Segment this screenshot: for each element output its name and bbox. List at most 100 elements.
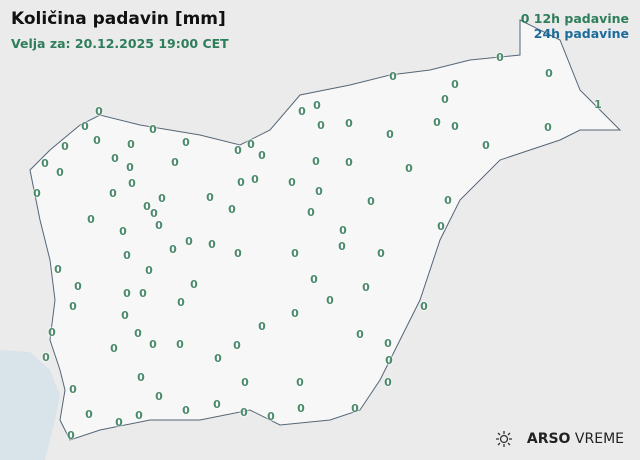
- station-value: 0: [544, 121, 552, 134]
- station-value: 0: [296, 376, 304, 389]
- sun-icon: [495, 431, 512, 447]
- legend-12h-label: 12h padavine: [533, 11, 629, 26]
- station-value: 0: [134, 327, 142, 340]
- valid-time: Velja za: 20.12.2025 19:00 CET: [11, 36, 229, 51]
- station-value: 0: [33, 187, 41, 200]
- station-value: 0: [338, 240, 346, 253]
- station-value: 0: [240, 406, 248, 419]
- station-value: 0: [237, 176, 245, 189]
- station-value: 0: [241, 376, 249, 389]
- legend-24h-label: 24h padavine: [533, 26, 629, 41]
- logo-brand: ARSO: [526, 431, 571, 447]
- station-value: 0: [317, 119, 325, 132]
- station-value: 0: [420, 300, 428, 313]
- station-value: 0: [384, 376, 392, 389]
- station-value: 0: [405, 162, 413, 175]
- station-value: 0: [95, 105, 103, 118]
- station-value: 0: [155, 390, 163, 403]
- station-value: 0: [139, 287, 147, 300]
- arso-logo: ARSO VREME: [495, 430, 624, 448]
- station-value: 0: [433, 116, 441, 129]
- station-value: 0: [87, 213, 95, 226]
- station-value: 0: [307, 206, 315, 219]
- station-value: 0: [158, 192, 166, 205]
- station-value: 0: [185, 235, 193, 248]
- station-value: 0: [177, 296, 185, 309]
- station-value: 0: [339, 224, 347, 237]
- logo-product: VREME: [574, 431, 624, 447]
- station-value: 0: [298, 105, 306, 118]
- station-value: 0: [69, 383, 77, 396]
- station-value: 0: [61, 140, 69, 153]
- station-value: 0: [326, 294, 334, 307]
- station-value: 0: [297, 402, 305, 415]
- station-value: 0: [389, 70, 397, 83]
- station-value: 0: [42, 351, 50, 364]
- station-value: 0: [115, 416, 123, 429]
- station-value: 0: [54, 263, 62, 276]
- station-value: 0: [176, 338, 184, 351]
- station-value: 0: [362, 281, 370, 294]
- station-value: 0: [213, 398, 221, 411]
- station-value: 0: [150, 207, 158, 220]
- station-value: 0: [384, 337, 392, 350]
- station-value: 0: [123, 249, 131, 262]
- station-value: 0: [385, 354, 393, 367]
- station-value: 0: [267, 410, 275, 423]
- station-value: 0: [356, 328, 364, 341]
- station-value: 0: [182, 136, 190, 149]
- station-value: 0: [119, 225, 127, 238]
- station-value: 0: [109, 187, 117, 200]
- station-value: 0: [128, 177, 136, 190]
- station-value: 0: [206, 191, 214, 204]
- station-value: 0: [234, 247, 242, 260]
- station-value: 0: [291, 247, 299, 260]
- station-value: 1: [594, 98, 602, 111]
- station-value: 0: [351, 402, 359, 415]
- station-value: 0: [345, 117, 353, 130]
- station-value: 0: [258, 149, 266, 162]
- station-value: 0: [127, 138, 135, 151]
- station-value: 0: [247, 138, 255, 151]
- sea: [0, 350, 60, 460]
- station-value: 0: [155, 219, 163, 232]
- station-value: 0: [182, 404, 190, 417]
- station-value: 0: [291, 307, 299, 320]
- station-value: 0: [85, 408, 93, 421]
- station-value: 0: [377, 247, 385, 260]
- station-value: 0: [386, 128, 394, 141]
- station-value: 0: [143, 200, 151, 213]
- station-value: 0: [315, 185, 323, 198]
- station-value: 0: [482, 139, 490, 152]
- station-value: 0: [437, 220, 445, 233]
- station-value: 0: [288, 176, 296, 189]
- station-value: 0: [126, 161, 134, 174]
- station-value: 0: [233, 339, 241, 352]
- station-value: 0: [451, 78, 459, 91]
- station-value: 0: [228, 203, 236, 216]
- station-value: 0: [313, 99, 321, 112]
- station-value: 0: [234, 144, 242, 157]
- station-value: 0: [208, 238, 216, 251]
- station-value: 0: [41, 157, 49, 170]
- station-value: 0: [69, 300, 77, 313]
- station-value: 0: [145, 264, 153, 277]
- station-value: 0: [310, 273, 318, 286]
- station-value: 0: [312, 155, 320, 168]
- map-title: Količina padavin [mm]: [11, 9, 226, 29]
- station-value: 0: [67, 429, 75, 442]
- station-value: 0: [149, 338, 157, 351]
- station-value: 0: [444, 194, 452, 207]
- station-value: 0: [171, 156, 179, 169]
- station-value: 0: [251, 173, 259, 186]
- station-value: 0: [545, 67, 553, 80]
- station-value: 0: [81, 120, 89, 133]
- station-value: 0: [56, 166, 64, 179]
- station-value: 0: [111, 152, 119, 165]
- station-value: 0: [496, 51, 504, 64]
- station-value: 0: [135, 409, 143, 422]
- station-value: 0: [121, 309, 129, 322]
- station-value: 0: [48, 326, 56, 339]
- station-value: 0: [74, 280, 82, 293]
